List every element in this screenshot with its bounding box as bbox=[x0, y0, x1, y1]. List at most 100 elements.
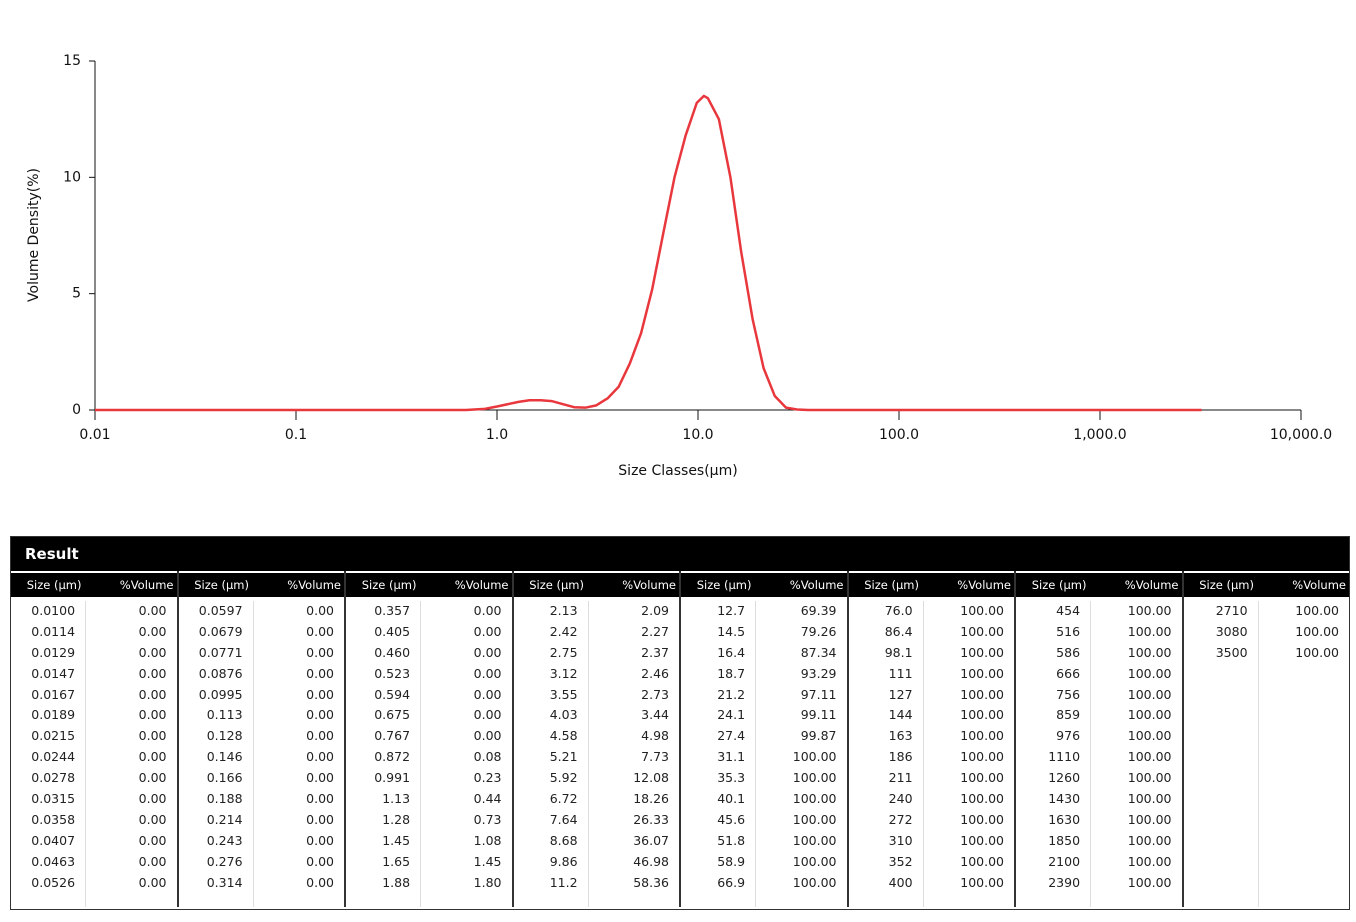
volume-cell: 0.08 bbox=[473, 749, 502, 765]
volume-cell: 3.44 bbox=[641, 707, 669, 723]
size-cell: 2100 bbox=[1048, 853, 1081, 869]
size-cell: 2390 bbox=[1048, 874, 1081, 890]
volume-column: 100.00 100.00 100.00 100.00 100.00 100.00 100.… bbox=[924, 601, 1014, 907]
table-title: Result bbox=[11, 537, 1349, 571]
volume-cell: 0.00 bbox=[138, 707, 167, 723]
volume-cell: 0.23 bbox=[473, 770, 502, 786]
size-cell: 0.0315 bbox=[31, 791, 76, 807]
size-cell: 3080 bbox=[1215, 623, 1248, 639]
size-cell: 8.68 bbox=[549, 832, 578, 848]
volume-cell: 100.00 bbox=[1295, 603, 1339, 618]
column-group: Size (μm) %Volume Under 0.0100 0.0114 0.0129… bbox=[11, 571, 179, 907]
size-cell: 45.6 bbox=[717, 811, 746, 827]
size-cell: 4.58 bbox=[549, 728, 578, 744]
size-cell: 0.0114 bbox=[31, 623, 76, 639]
size-cell: 859 bbox=[1056, 707, 1081, 723]
header-row: Size (μm) %Volume Under bbox=[513, 573, 679, 616]
size-column: 76.0 86.4 98.1 111 127 144 163 186 211 240 272 310 3… bbox=[849, 601, 924, 907]
x-tick-label: 1.0 bbox=[486, 427, 508, 443]
size-cell: 5.21 bbox=[549, 749, 578, 765]
volume-cell: 100.00 bbox=[1127, 686, 1172, 702]
volume-cell: 2.09 bbox=[641, 603, 669, 618]
volume-cell: 0.00 bbox=[306, 791, 334, 807]
volume-column: 100.00 100.00 100.00 100.00 100.00 100.00 100.… bbox=[1091, 601, 1181, 907]
column-header: Size (μm) bbox=[864, 578, 919, 592]
column-header: %Volume Under bbox=[454, 578, 509, 616]
size-cell: 1.45 bbox=[382, 832, 411, 848]
header-row: Size (μm) %Volume Under bbox=[848, 573, 1014, 616]
volume-cell: 100.00 bbox=[1127, 623, 1172, 639]
table-body: 0.0597 0.0679 0.0771 0.0876 0.0995 0.113 0.128… bbox=[179, 597, 345, 907]
column-header: %Volume Under bbox=[957, 578, 1011, 616]
size-cell: 0.0679 bbox=[198, 623, 243, 639]
volume-cell: 100.00 bbox=[960, 686, 1004, 702]
volume-cell: 0.00 bbox=[306, 853, 334, 869]
size-cell: 0.0167 bbox=[31, 686, 76, 702]
column-header: Size (μm) bbox=[1031, 578, 1087, 592]
volume-cell: 100.00 bbox=[960, 811, 1004, 827]
volume-cell: 100.00 bbox=[960, 749, 1004, 765]
size-cell: 272 bbox=[888, 811, 913, 827]
size-cell: 0.188 bbox=[206, 791, 243, 807]
size-cell: 0.0407 bbox=[31, 832, 76, 848]
size-cell: 0.0100 bbox=[31, 603, 76, 618]
size-column: 12.7 14.5 16.4 18.7 21.2 24.1 27.4 31.1 35.3 40.1… bbox=[681, 601, 757, 907]
column-header: %Volume Under bbox=[1292, 578, 1346, 616]
size-cell: 0.128 bbox=[206, 728, 243, 744]
size-cell: 0.0463 bbox=[31, 853, 76, 869]
header-row: Size (μm) %Volume Under bbox=[11, 573, 177, 616]
size-cell: 76.0 bbox=[884, 603, 913, 618]
size-cell: 144 bbox=[888, 707, 913, 723]
volume-cell: 100.00 bbox=[1127, 853, 1172, 869]
size-cell: 352 bbox=[888, 853, 913, 869]
column-group: Size (μm) %Volume Under 12.7 14.5 16.4 18.7 21… bbox=[681, 571, 849, 907]
size-cell: 6.72 bbox=[549, 791, 578, 807]
size-cell: 0.276 bbox=[206, 853, 243, 869]
volume-cell: 2.46 bbox=[641, 665, 669, 681]
size-cell: 310 bbox=[888, 832, 913, 848]
size-cell: 1850 bbox=[1048, 832, 1081, 848]
volume-cell: 1.08 bbox=[473, 832, 502, 848]
size-cell: 0.0771 bbox=[198, 644, 243, 660]
size-cell: 127 bbox=[888, 686, 913, 702]
size-cell: 0.0147 bbox=[31, 665, 76, 681]
size-cell: 0.594 bbox=[374, 686, 411, 702]
size-cell: 0.405 bbox=[374, 623, 411, 639]
size-cell: 111 bbox=[888, 665, 913, 681]
size-cell: 400 bbox=[888, 874, 913, 890]
size-cell: 1630 bbox=[1048, 811, 1081, 827]
volume-cell: 0.00 bbox=[306, 603, 334, 618]
volume-cell: 100.00 bbox=[1127, 791, 1172, 807]
x-tick-label: 0.01 bbox=[79, 427, 110, 443]
volume-cell: 87.34 bbox=[800, 644, 837, 660]
column-group: Size (μm) %Volume Under 0.357 0.405 0.460 0.5… bbox=[346, 571, 514, 907]
volume-cell: 0.00 bbox=[138, 853, 167, 869]
size-cell: 0.146 bbox=[206, 749, 243, 765]
volume-cell: 46.98 bbox=[633, 853, 669, 869]
volume-cell: 100.00 bbox=[1127, 770, 1172, 786]
size-cell: 0.166 bbox=[206, 770, 243, 786]
size-cell: 240 bbox=[888, 791, 913, 807]
column-group: Size (μm) %Volume Under 2.13 2.42 2.75 3.12 3.… bbox=[513, 571, 681, 907]
volume-cell: 0.00 bbox=[473, 623, 502, 639]
volume-cell: 100.00 bbox=[960, 665, 1004, 681]
volume-cell: 99.11 bbox=[800, 707, 837, 723]
volume-cell: 7.73 bbox=[641, 749, 669, 765]
size-cell: 1.28 bbox=[382, 811, 411, 827]
size-cell: 58.9 bbox=[717, 853, 746, 869]
volume-cell: 69.39 bbox=[800, 603, 837, 618]
volume-cell: 0.73 bbox=[473, 811, 502, 827]
size-cell: 21.2 bbox=[717, 686, 746, 702]
column-header: %Volume Under bbox=[1124, 578, 1179, 616]
size-cell: 0.0129 bbox=[31, 644, 76, 660]
volume-cell: 2.37 bbox=[641, 644, 669, 660]
size-cell: 586 bbox=[1056, 644, 1081, 660]
size-cell: 0.357 bbox=[374, 603, 411, 618]
volume-column: 0.00 0.00 0.00 0.00 0.00 0.00 0.00 0.00 0.00 0.00… bbox=[254, 601, 344, 907]
volume-cell: 2.73 bbox=[641, 686, 669, 702]
y-axis-label: Volume Density(%) bbox=[26, 168, 42, 302]
size-column: 0.0597 0.0679 0.0771 0.0876 0.0995 0.113 0.128… bbox=[179, 601, 254, 907]
volume-cell: 0.00 bbox=[473, 728, 502, 744]
size-cell: 666 bbox=[1056, 665, 1081, 681]
size-cell: 18.7 bbox=[717, 665, 746, 681]
